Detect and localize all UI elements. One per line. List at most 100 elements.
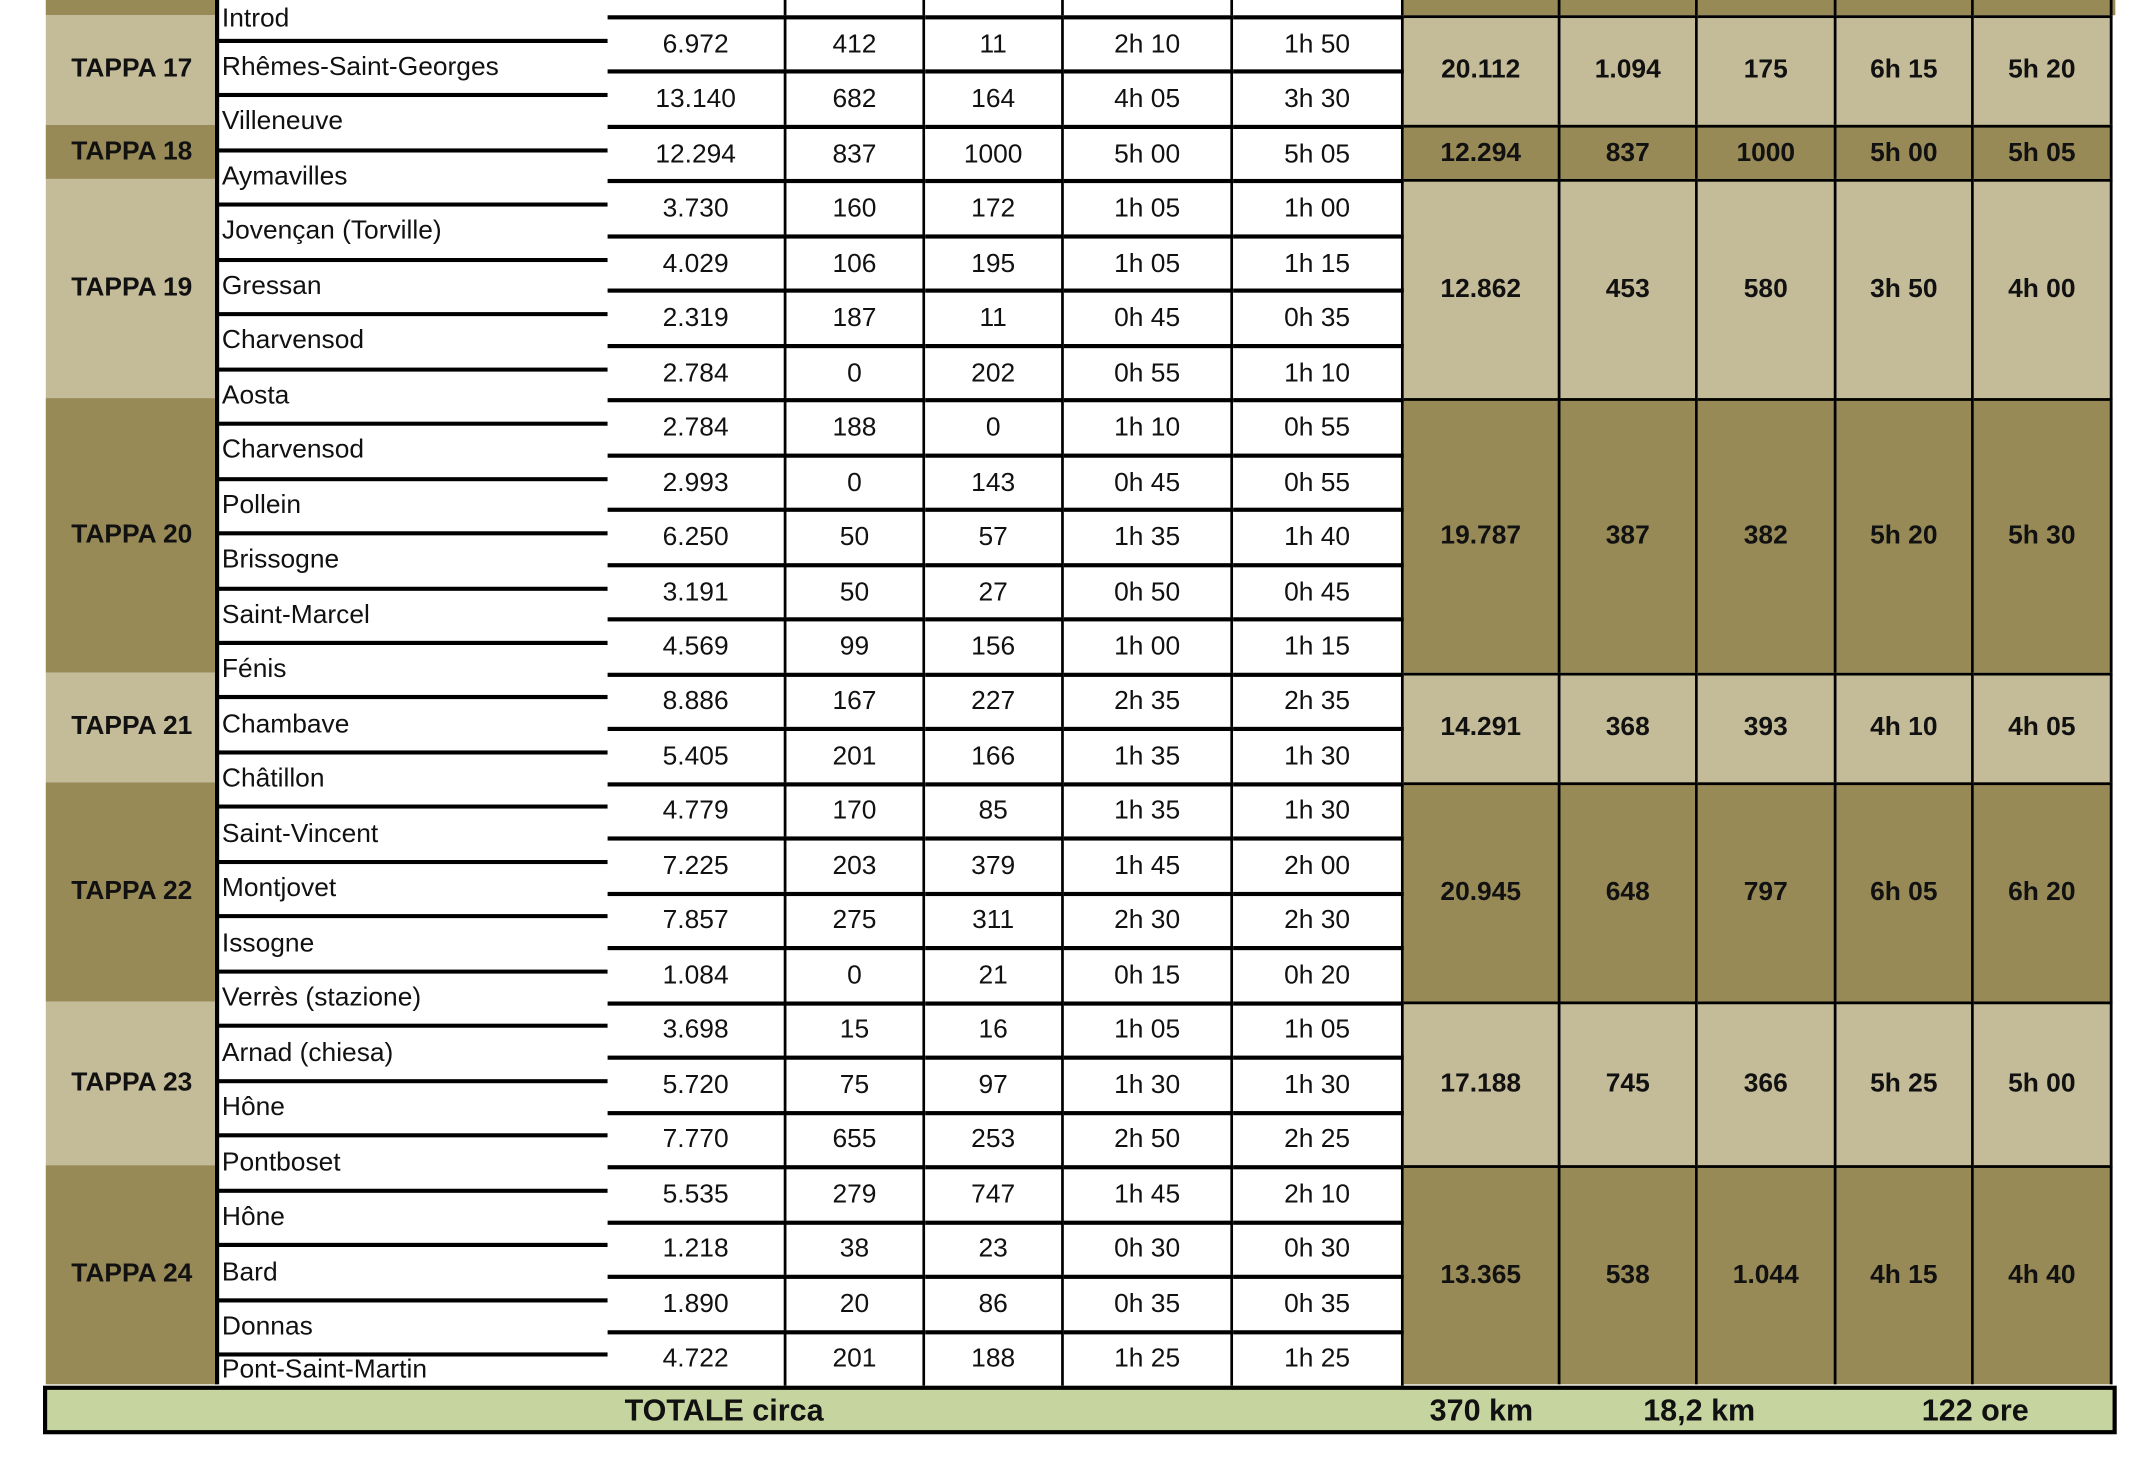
column-divider — [215, 0, 220, 1385]
segment-cell: 227 — [925, 672, 1064, 729]
previous-summary-cell — [1560, 0, 1698, 16]
tappa-summary-cell: 4h 05 — [1973, 672, 2113, 782]
tappa-summary-cell: 20.945 — [1403, 781, 1561, 1001]
segment-cell: 682 — [786, 70, 926, 127]
segment-cell: 1h 40 — [1233, 508, 1404, 565]
segment-cell: 4.779 — [607, 781, 787, 839]
segment-cell: 1h 05 — [1233, 1000, 1404, 1058]
place-name: Rhêmes-Saint-Georges — [217, 42, 608, 98]
previous-summary-cell — [1973, 0, 2113, 16]
segment-cell: 2h 25 — [1233, 1110, 1404, 1167]
segment-cell: 7.225 — [607, 836, 787, 893]
segment-cell: 11 — [925, 289, 1064, 346]
tappa-summary-cell: 393 — [1697, 672, 1837, 782]
tappa-summary-cell: 837 — [1560, 124, 1698, 180]
segment-cell: 1h 35 — [1063, 727, 1234, 784]
segment-cell: 2h 00 — [1233, 836, 1404, 893]
tappa-summary-cell: 4h 00 — [1973, 179, 2113, 399]
segment-cell: 837 — [786, 124, 926, 181]
segment-cell: 1h 35 — [1063, 781, 1234, 839]
segment-cell: 1h 05 — [1063, 179, 1234, 236]
place-name: Saint-Marcel — [217, 590, 608, 646]
total-dislivello: 18,2 km — [1643, 1392, 1756, 1428]
segment-cell: 1.890 — [607, 1274, 787, 1331]
segment-cell: 311 — [925, 891, 1064, 948]
place-name: Bard — [217, 1247, 608, 1303]
segment-cell: 4.722 — [607, 1329, 787, 1386]
segment-cell: 106 — [786, 234, 926, 291]
segment-cell: 412 — [786, 15, 926, 72]
tappa-summary-cell: 13.365 — [1403, 1165, 1561, 1385]
segment-cell: 1h 50 — [1233, 15, 1404, 72]
segment-cell: 1h 35 — [1063, 508, 1234, 565]
segment-cell: 3h 30 — [1233, 70, 1404, 127]
segment-cell: 0 — [786, 946, 926, 1003]
segment-cell: 172 — [925, 179, 1064, 236]
place-name: Montjovet — [217, 864, 608, 919]
place-name: Pollein — [217, 480, 608, 536]
segment-cell: 253 — [925, 1110, 1064, 1167]
segment-cell: 279 — [786, 1165, 926, 1222]
segment-cell: 747 — [925, 1165, 1064, 1222]
segment-cell: 16 — [925, 1000, 1064, 1058]
total-ore: 122 ore — [1921, 1392, 2029, 1428]
place-name: Charvensod — [217, 316, 608, 372]
segment-cell: 13.140 — [607, 70, 787, 127]
segment-cell: 1h 30 — [1233, 727, 1404, 784]
tappa-summary-cell: 5h 25 — [1836, 1000, 1974, 1166]
segment-cell: 57 — [925, 508, 1064, 565]
tappa-summary-cell: 14.291 — [1403, 672, 1561, 782]
segment-cell: 0h 55 — [1233, 453, 1404, 510]
tappa-label: TAPPA 22 — [45, 781, 218, 1001]
segment-cell: 1h 10 — [1063, 398, 1234, 455]
tappa-label: TAPPA 24 — [45, 1165, 218, 1385]
segment-cell: 1h 45 — [1063, 1165, 1234, 1222]
segment-cell: 166 — [925, 727, 1064, 784]
segment-cell: 1h 45 — [1063, 836, 1234, 893]
place-name: Hône — [217, 1192, 608, 1248]
tappa-summary-cell: 6h 05 — [1836, 781, 1974, 1001]
segment-cell: 1h 00 — [1233, 179, 1404, 236]
tappa-summary-cell: 453 — [1560, 179, 1698, 399]
place-name: Verrès (stazione) — [217, 973, 608, 1029]
place-name: Châtillon — [217, 754, 608, 810]
segment-cell: 2.319 — [607, 289, 787, 346]
segment-cell: 0h 20 — [1233, 946, 1404, 1003]
segment-cell: 170 — [786, 781, 926, 839]
tappa-summary-cell: 5h 30 — [1973, 398, 2113, 673]
segment-cell: 4.569 — [607, 617, 787, 674]
place-name: Jovençan (Torville) — [217, 206, 608, 262]
segment-cell: 201 — [786, 1329, 926, 1386]
tappa-label: TAPPA 17 — [45, 15, 218, 125]
segment-cell: 4.029 — [607, 234, 787, 291]
tappa-summary-cell: 1.094 — [1560, 15, 1698, 125]
segment-cell: 2h 35 — [1063, 672, 1234, 729]
segment-cell: 1h 25 — [1233, 1329, 1404, 1386]
segment-cell: 188 — [925, 1329, 1064, 1386]
segment-cell: 5h 05 — [1233, 124, 1404, 181]
segment-cell: 5.720 — [607, 1055, 787, 1112]
place-name: Fénis — [217, 645, 608, 700]
total-label: TOTALE circa — [624, 1392, 824, 1428]
segment-cell: 275 — [786, 891, 926, 948]
segment-cell: 85 — [925, 781, 1064, 839]
segment-cell: 195 — [925, 234, 1064, 291]
segment-cell: 20 — [786, 1274, 926, 1331]
segment-cell: 11 — [925, 15, 1064, 72]
tappa-summary-cell: 1000 — [1697, 124, 1837, 180]
tappa-summary-cell: 648 — [1560, 781, 1698, 1001]
segment-cell: 4h 05 — [1063, 70, 1234, 127]
segment-cell: 1.084 — [607, 946, 787, 1003]
tappa-summary-cell: 17.188 — [1403, 1000, 1561, 1166]
segment-cell: 1h 25 — [1063, 1329, 1234, 1386]
tappa-label: TAPPA 18 — [45, 124, 218, 180]
place-name: Chambave — [217, 699, 608, 755]
tappa-summary-cell: 3h 50 — [1836, 179, 1974, 399]
segment-cell: 1h 05 — [1063, 1000, 1234, 1058]
segment-cell: 6.250 — [607, 508, 787, 565]
place-name: Arnad (chiesa) — [217, 1028, 608, 1084]
place-name: Pontboset — [217, 1137, 608, 1193]
segment-cell: 0h 45 — [1063, 289, 1234, 346]
tappa-summary-cell: 12.294 — [1403, 124, 1561, 180]
